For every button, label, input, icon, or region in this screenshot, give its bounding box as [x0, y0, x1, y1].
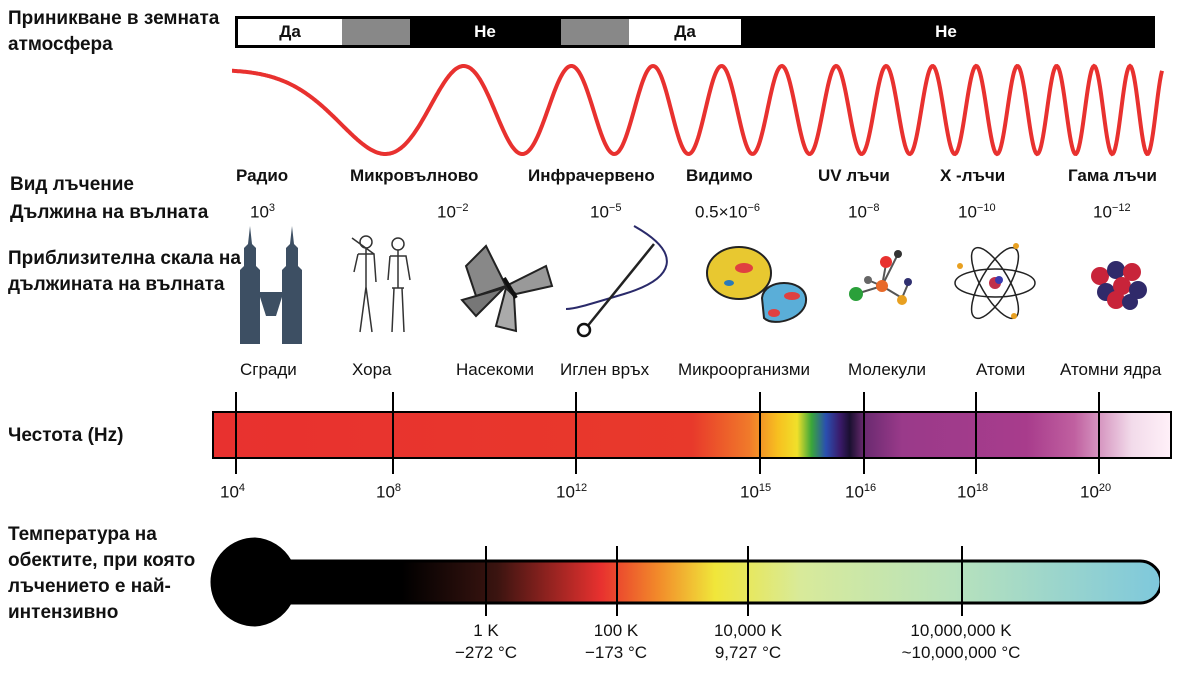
frequency-tick: [235, 392, 237, 474]
buildings-icon: [240, 226, 302, 344]
temperature-label: Температура на обектите, при която лъчен…: [8, 524, 196, 623]
wavelength-label: Дължина на вълната: [10, 202, 209, 223]
atmosphere-yes-segment: Да: [238, 19, 342, 45]
type-gamma: Гама лъчи: [1068, 166, 1157, 185]
wave-line: [232, 63, 1164, 157]
wavelength-visible: 0.5×10−6: [695, 202, 761, 222]
frequency-tick: [575, 392, 577, 474]
scale-atomic-nuclei: Атомни ядра: [1060, 360, 1162, 379]
scale-buildings: Сгради: [240, 360, 297, 379]
wavelength-gamma: 10−12: [1093, 202, 1131, 222]
wavelength-xray: 10−10: [958, 202, 996, 222]
frequency-label-6: 1018: [957, 482, 989, 502]
type-radio: Радио: [236, 166, 289, 185]
frequency-tick: [759, 392, 761, 474]
scale-needle-tip: Иглен връх: [560, 360, 650, 379]
frequency-label-2: 108: [376, 482, 402, 502]
wavelength-uv: 10−8: [848, 202, 880, 222]
temperature-tick: [961, 546, 963, 616]
frequency-tick: [975, 392, 977, 474]
frequency-label-4: 1015: [740, 482, 772, 502]
type-infrared: Инфрачервено: [528, 166, 655, 185]
temperature-tick: [616, 546, 618, 616]
frequency-tick: [1098, 392, 1100, 474]
molecule-icon: [849, 250, 912, 305]
atom-icon: [954, 243, 1036, 320]
scale-molecules: Молекули: [848, 360, 926, 379]
type-uv: UV лъчи: [818, 166, 890, 185]
frequency-label-1: 104: [220, 482, 246, 502]
wave-graphic: [232, 63, 1164, 157]
scale-insects: Насекоми: [456, 360, 534, 379]
needle-icon: [565, 225, 668, 338]
scale-atoms: Атоми: [976, 360, 1026, 379]
wavelength-microwave: 10−2: [437, 202, 469, 222]
atmosphere-partial-segment: [561, 19, 629, 45]
temperature-tick: [485, 546, 487, 616]
temperature-label-2: 100 K −173 °C: [584, 621, 648, 662]
temperature-label-4: 10,000,000 K ~10,000,000 °C: [901, 621, 1021, 662]
atmosphere-no-segment: Не: [935, 22, 957, 41]
temperature-thermometer: [210, 537, 1160, 627]
temperature-label-1: 1 K −272 °C: [454, 621, 518, 662]
frequency-tick: [863, 392, 865, 474]
frequency-label: Честота (Hz): [8, 425, 124, 446]
type-xray: X -лъчи: [940, 166, 1006, 185]
scale-microorganisms: Микроорганизми: [678, 360, 811, 379]
atmosphere-yes-segment: Да: [629, 19, 741, 45]
frequency-label-7: 1020: [1080, 482, 1112, 502]
type-microwave: Микровълново: [350, 166, 479, 185]
atmosphere-bar: Да Не Да Не: [235, 16, 1155, 48]
scale-people: Хора: [352, 360, 392, 379]
atmosphere-no-segment: Не: [474, 22, 496, 41]
frequency-spectrum-bar: [212, 411, 1172, 459]
wavelength-radio: 103: [250, 202, 276, 222]
atmosphere-label: Приникване в земната атмосфера: [8, 8, 220, 55]
temperature-label-3: 10,000 K 9,727 °C: [713, 621, 783, 662]
butterfly-icon: [460, 244, 554, 333]
frequency-label-3: 1012: [556, 482, 588, 502]
temperature-tick: [747, 546, 749, 616]
frequency-tick: [392, 392, 394, 474]
wavelength-infrared: 10−5: [590, 202, 622, 222]
frequency-label-5: 1016: [845, 482, 877, 502]
microorganism-icon: [706, 246, 808, 323]
atmosphere-partial-segment: [342, 19, 410, 45]
scale-label: Приблизителна скала на дължината на вълн…: [8, 248, 241, 295]
nucleus-icon: [1091, 261, 1147, 310]
type-label: Вид лъчение: [10, 174, 134, 195]
people-icon: [351, 235, 411, 333]
type-visible: Видимо: [686, 166, 753, 185]
